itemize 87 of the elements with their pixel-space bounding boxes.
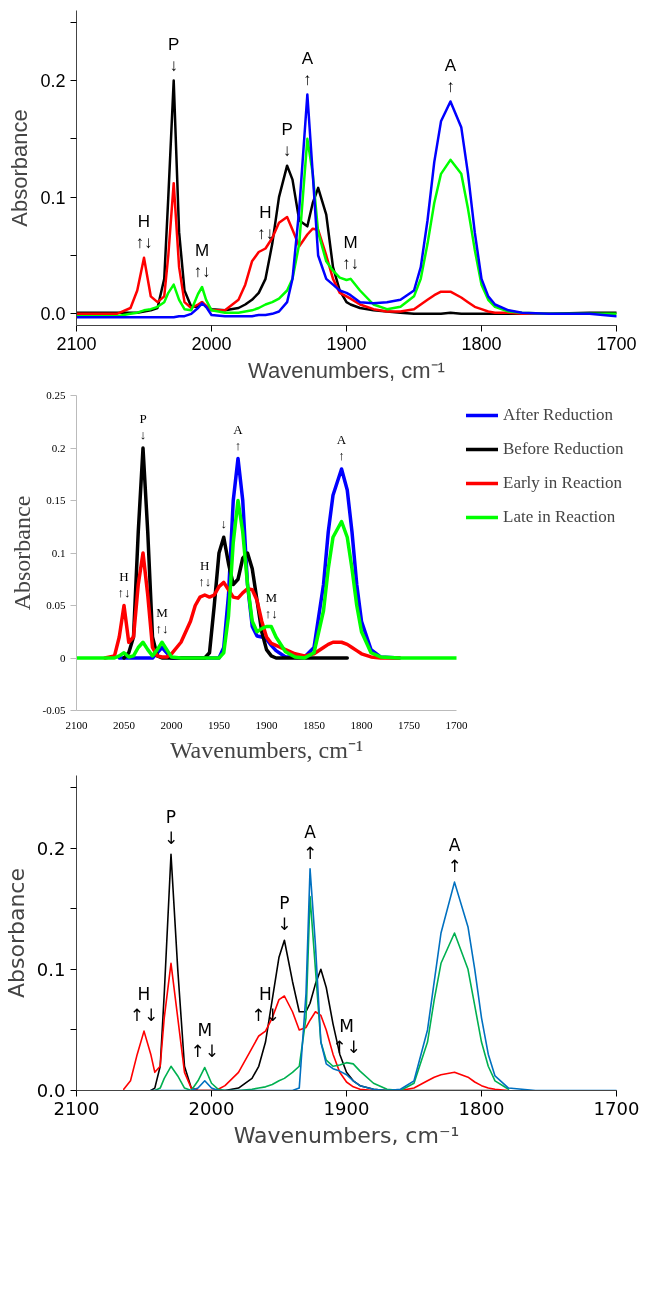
annotation: ↑↓ xyxy=(198,574,212,589)
legend-label: Late in Reaction xyxy=(503,507,616,527)
annotation: ↑↓ xyxy=(155,621,169,637)
x-tick-label: 1950 xyxy=(208,718,231,731)
annotation: ↑↓ xyxy=(264,605,278,621)
y-axis-title: Absorbance xyxy=(7,109,33,227)
legend-label: Before Reduction xyxy=(503,439,624,459)
y-tick-label: 0 xyxy=(60,651,66,664)
annotation: ↑↓ xyxy=(193,262,211,281)
annotation: ↑ xyxy=(338,448,345,463)
line-series xyxy=(76,498,457,660)
annotation: P xyxy=(139,411,147,426)
y-tick-label: 0.1 xyxy=(51,546,66,559)
y-tick-label: 0.0 xyxy=(40,304,66,325)
x-tick-label: 2000 xyxy=(160,718,183,731)
y-tick-label: 0.25 xyxy=(46,389,66,401)
annotation: M xyxy=(265,589,278,605)
y-tick-label: 0.2 xyxy=(40,71,66,91)
annotation: ↑ xyxy=(302,842,318,863)
y-tick-label: -0.05 xyxy=(42,704,66,716)
annotation: H xyxy=(259,984,272,1005)
annotation: H xyxy=(200,558,210,573)
annotation: ↑ xyxy=(447,856,462,877)
legend-label: Early in Reaction xyxy=(503,473,622,493)
annotation: ↑ xyxy=(446,76,455,96)
y-tick-label: 0.1 xyxy=(36,958,66,980)
x-tick-label: 1850 xyxy=(303,718,326,731)
x-axis-title: Wavenumbers, cm⁻¹ xyxy=(248,357,445,383)
x-tick-label: 1800 xyxy=(350,718,373,731)
annotation: ↑ xyxy=(234,437,242,453)
annotation: A xyxy=(301,48,314,68)
annotation: ↑ xyxy=(303,69,312,89)
y-tick-label: 0.05 xyxy=(46,599,66,611)
x-tick-label: 2100 xyxy=(65,718,88,731)
annotation: ↓ xyxy=(282,140,292,160)
annotation: A xyxy=(444,55,457,75)
annotation: ↑↓ xyxy=(190,1041,220,1062)
annotation: ↑↓ xyxy=(135,232,153,252)
x-tick-label: 1750 xyxy=(398,718,421,731)
annotation: A xyxy=(233,421,244,437)
x-tick-label: 1700 xyxy=(593,1097,640,1119)
annotation: H xyxy=(119,568,129,584)
annotation: ↑↓ xyxy=(129,1005,159,1026)
line-series xyxy=(154,895,510,1091)
annotation: H xyxy=(259,202,272,222)
annotation: ↓ xyxy=(139,427,147,442)
annotation: M xyxy=(197,1020,213,1041)
annotation: P xyxy=(168,34,180,54)
x-tick-label: 1700 xyxy=(445,718,468,731)
legend-label: After Reduction xyxy=(503,405,613,425)
y-tick-label: 0.2 xyxy=(51,441,66,454)
x-tick-label: 2050 xyxy=(113,718,136,731)
y-axis-title: Absorbance xyxy=(3,867,29,998)
annotation: ↓ xyxy=(277,914,292,935)
annotation: M xyxy=(339,1015,354,1036)
annotation: A xyxy=(336,432,347,447)
annotation: ↓ xyxy=(163,828,179,849)
x-tick-label: 2000 xyxy=(188,1097,235,1119)
x-tick-label: 1900 xyxy=(255,718,278,731)
x-tick-label: 1800 xyxy=(458,1097,505,1119)
annotation: ↓ xyxy=(220,516,227,532)
annotation: M xyxy=(194,241,210,260)
annotation: ↑↓ xyxy=(342,253,360,273)
annotation: P xyxy=(165,807,177,828)
x-tick-label: 1900 xyxy=(326,333,367,354)
x-tick-label: 2000 xyxy=(191,333,232,354)
annotation: M xyxy=(156,605,169,621)
annotation: A xyxy=(304,821,317,842)
x-tick-label: 1900 xyxy=(323,1097,370,1119)
annotation: H xyxy=(137,211,151,231)
annotation: P xyxy=(279,893,290,914)
annotation: M xyxy=(343,232,358,252)
x-axis-title: Wavenumbers, cm⁻¹ xyxy=(233,1122,460,1148)
y-tick-label: 0.15 xyxy=(46,494,66,506)
y-tick-label: 0.2 xyxy=(36,837,66,859)
y-axis-title: Absorbance xyxy=(8,495,35,611)
annotation: A xyxy=(448,835,461,856)
annotation: H xyxy=(137,984,151,1005)
x-tick-label: 1800 xyxy=(461,333,502,354)
x-tick-label: 2100 xyxy=(56,333,97,354)
y-tick-label: 0.1 xyxy=(40,187,66,208)
x-axis-title: Wavenumbers, cm⁻¹ xyxy=(169,736,364,763)
annotation: ↑↓ xyxy=(117,584,131,600)
annotation: ↑↓ xyxy=(257,223,274,243)
annotation: P xyxy=(281,119,293,139)
x-tick-label: 1700 xyxy=(596,333,637,354)
annotation: ↓ xyxy=(169,55,178,75)
